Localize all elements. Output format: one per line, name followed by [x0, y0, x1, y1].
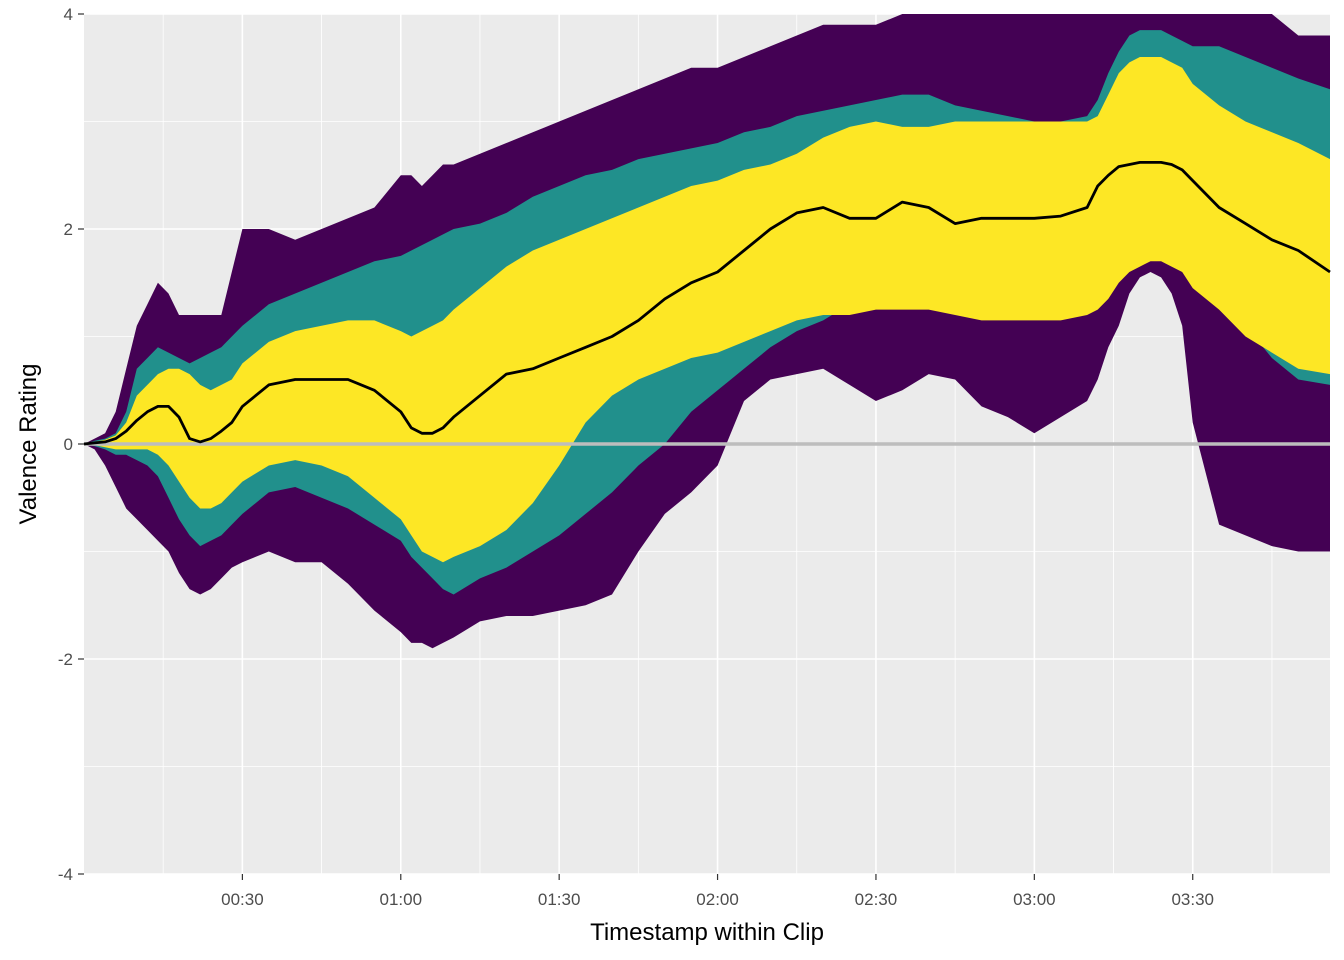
- median-line: [83, 160, 1331, 446]
- x-tick-labels: 00:30 01:00 01:30 02:00 02:30 03:00 03:30: [221, 890, 1214, 909]
- y-tick-label: 0: [64, 435, 73, 454]
- quantile-bands: [84, 14, 1330, 649]
- x-tick-label: 02:30: [855, 890, 898, 909]
- x-tick-label: 00:30: [221, 890, 264, 909]
- y-tick-label: -2: [58, 650, 73, 669]
- x-tick-label: 03:00: [1013, 890, 1056, 909]
- x-tick-label: 01:30: [538, 890, 581, 909]
- x-tick-label: 02:00: [696, 890, 739, 909]
- y-tick-labels: -4 -2 0 2 4: [58, 5, 73, 884]
- y-tick-label: 2: [64, 220, 73, 239]
- y-tick-label: -4: [58, 865, 73, 884]
- y-axis-title: Valence Rating: [15, 364, 42, 525]
- x-axis-title: Timestamp within Clip: [590, 919, 824, 946]
- x-tick-label: 03:30: [1171, 890, 1214, 909]
- quantile-band-3: [84, 57, 1330, 563]
- median-series-line: [83, 160, 1331, 446]
- y-tick-label: 4: [64, 5, 73, 24]
- x-tick-label: 01:00: [380, 890, 423, 909]
- axis-ticks: [78, 13, 1194, 880]
